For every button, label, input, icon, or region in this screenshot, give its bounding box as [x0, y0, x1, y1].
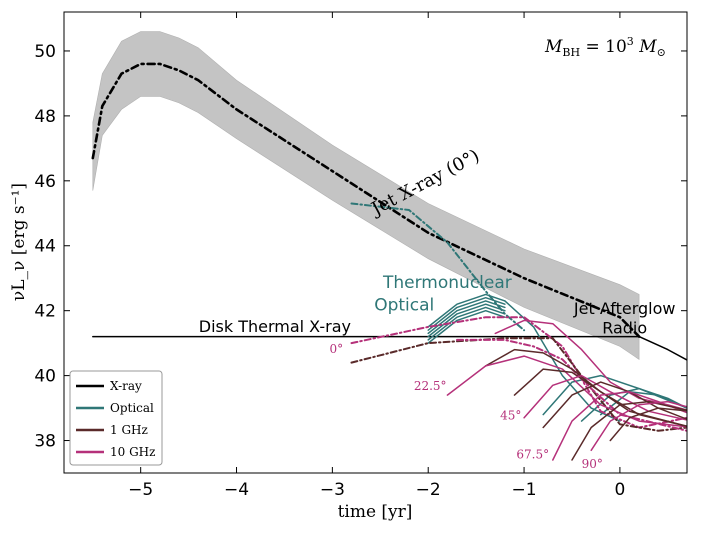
annotation-radio: Radio: [602, 318, 647, 337]
legend-frame: [69, 370, 163, 466]
y-tick-label: 40: [34, 367, 56, 387]
annotation-45: 45°: [500, 408, 521, 422]
series-optical-2: [427, 296, 506, 331]
x-tick-label: −1: [512, 480, 537, 500]
series-layer: [91, 62, 687, 461]
series-1-ghz-0: [484, 348, 687, 428]
jet-xray-band: [92, 31, 640, 360]
x-tick-label: −3: [320, 480, 345, 500]
legend-label-optical: Optical: [110, 401, 154, 415]
x-tick-label: −5: [128, 480, 153, 500]
series-1-ghz-45: [542, 381, 687, 429]
y-tick-label: 50: [34, 42, 56, 62]
y-tick-label: 44: [34, 237, 56, 257]
y-axis-label: νL_ν [erg s⁻¹]: [9, 183, 29, 301]
annotation-67-5: 67.5°: [516, 447, 549, 461]
x-tick-label: −4: [224, 480, 249, 500]
series-optical-late-3: [599, 391, 687, 416]
series-10-ghz-22-5-dashdot: [456, 338, 687, 432]
legend-label-10-ghz: 10 GHz: [110, 445, 155, 459]
series-optical-1: [427, 293, 506, 328]
y-tick-label: 42: [34, 302, 56, 322]
series-1-ghz-dashdot: [350, 337, 687, 432]
x-axis-label: time [yr]: [338, 502, 413, 522]
x-tick-label: 0: [614, 480, 625, 500]
y-tick-label: 38: [34, 432, 56, 452]
series-10-ghz-22-5: [446, 355, 687, 428]
mass-label: MBH = 103 M⊙: [544, 35, 666, 59]
x-tick-label: −2: [416, 480, 441, 500]
series-1-ghz-90: [609, 407, 687, 442]
plot-frame: [63, 11, 688, 474]
series-10-ghz-67-5: [552, 391, 687, 461]
annotation-disk-thermal-x-ray: Disk Thermal X-ray: [199, 317, 351, 336]
annotation-0: 0°: [329, 342, 343, 356]
series-optical-3: [427, 300, 506, 335]
series-1-ghz-22-5: [513, 368, 687, 428]
annotation-optical: Optical: [374, 296, 434, 316]
series-optical-5: [427, 306, 506, 341]
legend-label-x-ray: X-ray: [110, 379, 142, 393]
series-disk-thermal-x-ray: [92, 335, 687, 361]
series-1-ghz-67-5: [571, 400, 687, 461]
legend-items: X-ray Optical 1 GHz 10 GHz: [76, 379, 155, 459]
legend-label-1-ghz: 1 GHz: [110, 423, 148, 437]
jet-band-layer: [92, 31, 640, 360]
y-tick-label: 46: [34, 172, 56, 192]
annotation-22-5: 22.5°: [414, 379, 447, 393]
annotation-thermonuclear: Thermonuclear: [382, 273, 512, 293]
series-jet-x-ray-0-median: [91, 62, 641, 338]
ticks-layer: −5 −4 −3 −2 −1 0 38 40 42 44 46 48 50: [34, 12, 687, 500]
legend: X-ray Optical 1 GHz 10 GHz: [69, 370, 163, 466]
annotation-jet-afterglow: Jet Afterglow: [573, 299, 676, 318]
annotation-90: 90°: [582, 457, 603, 471]
y-tick-label: 48: [34, 107, 56, 127]
series-10-ghz-0-dashdot: [350, 316, 687, 429]
series-10-ghz-90: [590, 400, 687, 452]
series-optical-4: [427, 303, 506, 338]
series-optical-6: [427, 309, 506, 344]
